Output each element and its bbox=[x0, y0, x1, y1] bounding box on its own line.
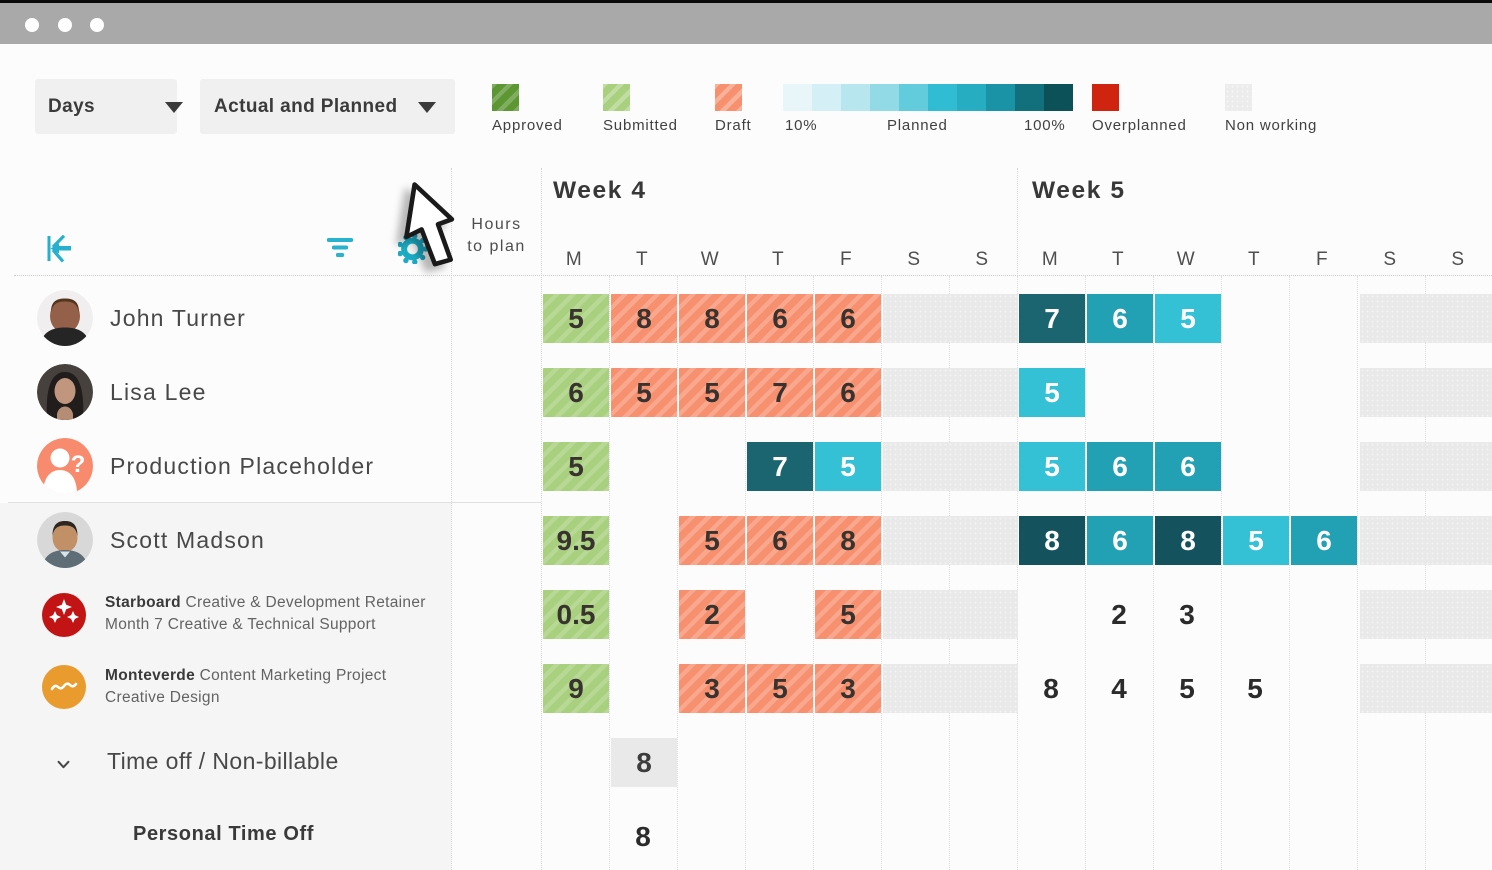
svg-text:?: ? bbox=[71, 451, 86, 478]
